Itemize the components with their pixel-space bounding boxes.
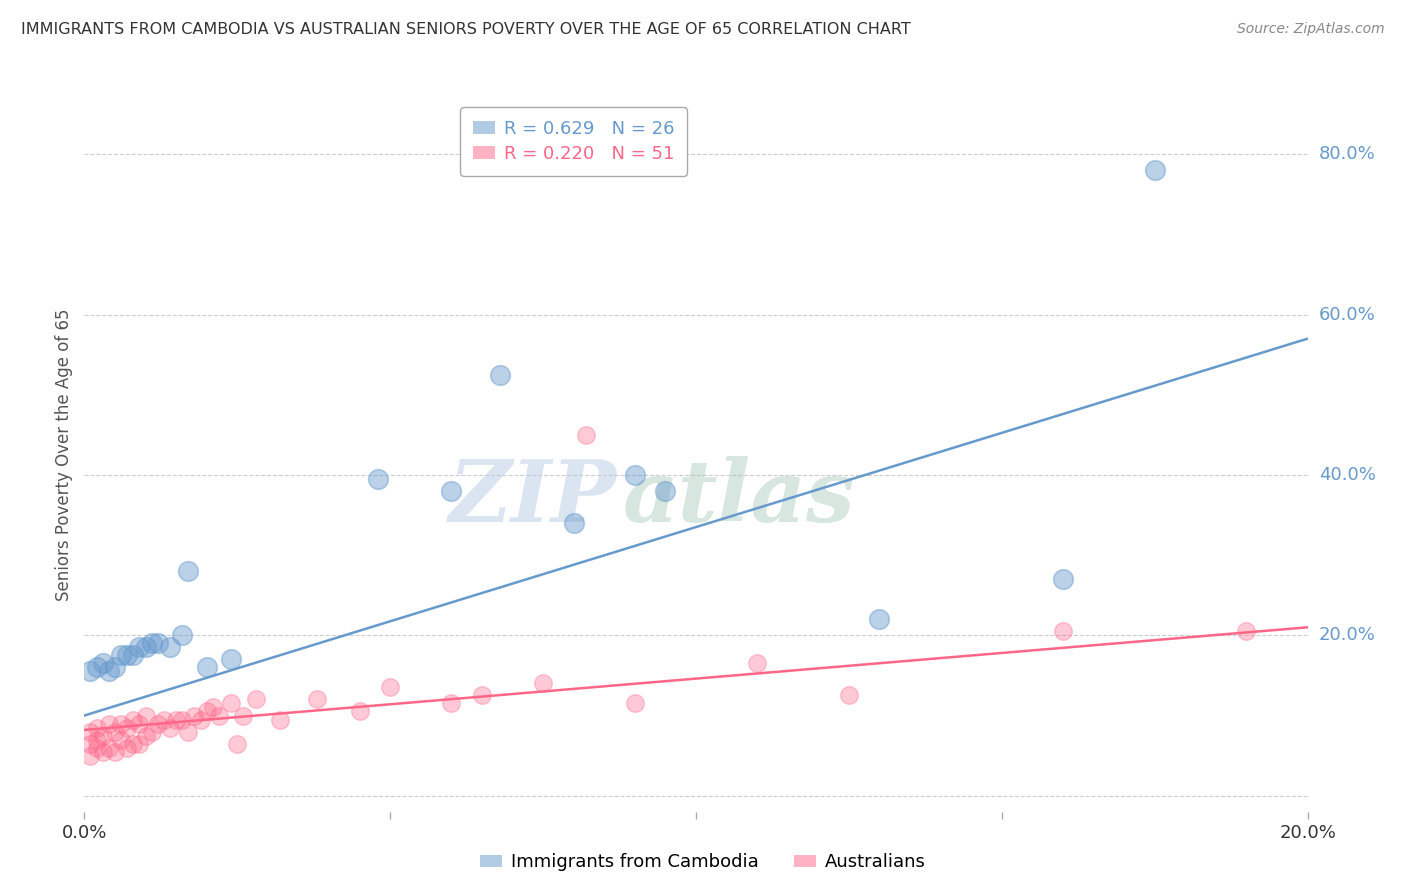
Point bbox=[122, 713, 145, 727]
Point bbox=[349, 705, 371, 719]
Point bbox=[110, 716, 132, 731]
Point bbox=[471, 689, 494, 703]
Point bbox=[190, 713, 212, 727]
Point bbox=[79, 748, 101, 763]
Point bbox=[195, 705, 218, 719]
Point bbox=[86, 740, 108, 755]
Point bbox=[747, 657, 769, 671]
Point bbox=[153, 713, 176, 727]
Point bbox=[1143, 163, 1166, 178]
Point bbox=[115, 740, 138, 755]
Point bbox=[562, 516, 585, 530]
Text: 60.0%: 60.0% bbox=[1319, 306, 1375, 324]
Point bbox=[97, 740, 120, 755]
Point bbox=[97, 716, 120, 731]
Point bbox=[195, 660, 218, 674]
Point bbox=[440, 697, 463, 711]
Point bbox=[135, 708, 157, 723]
Point bbox=[869, 612, 891, 626]
Point bbox=[219, 697, 242, 711]
Point bbox=[226, 737, 249, 751]
Point bbox=[104, 724, 127, 739]
Y-axis label: Seniors Poverty Over the Age of 65: Seniors Poverty Over the Age of 65 bbox=[55, 309, 73, 601]
Point bbox=[177, 724, 200, 739]
Point bbox=[305, 692, 328, 706]
Point bbox=[104, 660, 127, 674]
Point bbox=[172, 628, 194, 642]
Point bbox=[86, 660, 108, 674]
Point bbox=[79, 665, 101, 679]
Point bbox=[135, 729, 157, 743]
Point bbox=[115, 721, 138, 735]
Legend: Immigrants from Cambodia, Australians: Immigrants from Cambodia, Australians bbox=[472, 847, 934, 879]
Point bbox=[440, 483, 463, 498]
Point bbox=[128, 640, 150, 655]
Text: ZIP: ZIP bbox=[449, 456, 616, 540]
Text: Source: ZipAtlas.com: Source: ZipAtlas.com bbox=[1237, 22, 1385, 37]
Point bbox=[624, 697, 647, 711]
Point bbox=[1052, 624, 1074, 639]
Point bbox=[1052, 572, 1074, 586]
Point bbox=[183, 708, 205, 723]
Point bbox=[91, 745, 114, 759]
Text: atlas: atlas bbox=[623, 456, 855, 540]
Point bbox=[86, 732, 108, 747]
Point bbox=[177, 564, 200, 578]
Point bbox=[654, 483, 676, 498]
Point bbox=[219, 652, 242, 666]
Point bbox=[79, 737, 101, 751]
Point bbox=[97, 665, 120, 679]
Point bbox=[201, 700, 224, 714]
Point bbox=[232, 708, 254, 723]
Point bbox=[110, 732, 132, 747]
Point bbox=[141, 636, 163, 650]
Point bbox=[367, 472, 389, 486]
Point bbox=[141, 724, 163, 739]
Point bbox=[91, 657, 114, 671]
Point bbox=[269, 713, 291, 727]
Point bbox=[122, 737, 145, 751]
Point bbox=[146, 636, 169, 650]
Text: 80.0%: 80.0% bbox=[1319, 145, 1375, 163]
Point bbox=[165, 713, 187, 727]
Point bbox=[122, 648, 145, 663]
Text: 40.0%: 40.0% bbox=[1319, 466, 1375, 484]
Point bbox=[79, 724, 101, 739]
Point bbox=[86, 721, 108, 735]
Point bbox=[575, 428, 598, 442]
Point bbox=[531, 676, 554, 690]
Point bbox=[1234, 624, 1257, 639]
Point bbox=[245, 692, 267, 706]
Point bbox=[838, 689, 860, 703]
Point bbox=[380, 681, 402, 695]
Point bbox=[135, 640, 157, 655]
Point bbox=[128, 716, 150, 731]
Legend: R = 0.629   N = 26, R = 0.220   N = 51: R = 0.629 N = 26, R = 0.220 N = 51 bbox=[460, 107, 688, 176]
Text: IMMIGRANTS FROM CAMBODIA VS AUSTRALIAN SENIORS POVERTY OVER THE AGE OF 65 CORREL: IMMIGRANTS FROM CAMBODIA VS AUSTRALIAN S… bbox=[21, 22, 911, 37]
Point bbox=[208, 708, 231, 723]
Point bbox=[110, 648, 132, 663]
Point bbox=[159, 721, 181, 735]
Point bbox=[104, 745, 127, 759]
Point bbox=[172, 713, 194, 727]
Point bbox=[146, 716, 169, 731]
Point bbox=[128, 737, 150, 751]
Point bbox=[489, 368, 512, 382]
Point bbox=[159, 640, 181, 655]
Point bbox=[115, 648, 138, 663]
Text: 20.0%: 20.0% bbox=[1319, 626, 1375, 644]
Point bbox=[91, 729, 114, 743]
Point bbox=[624, 467, 647, 482]
